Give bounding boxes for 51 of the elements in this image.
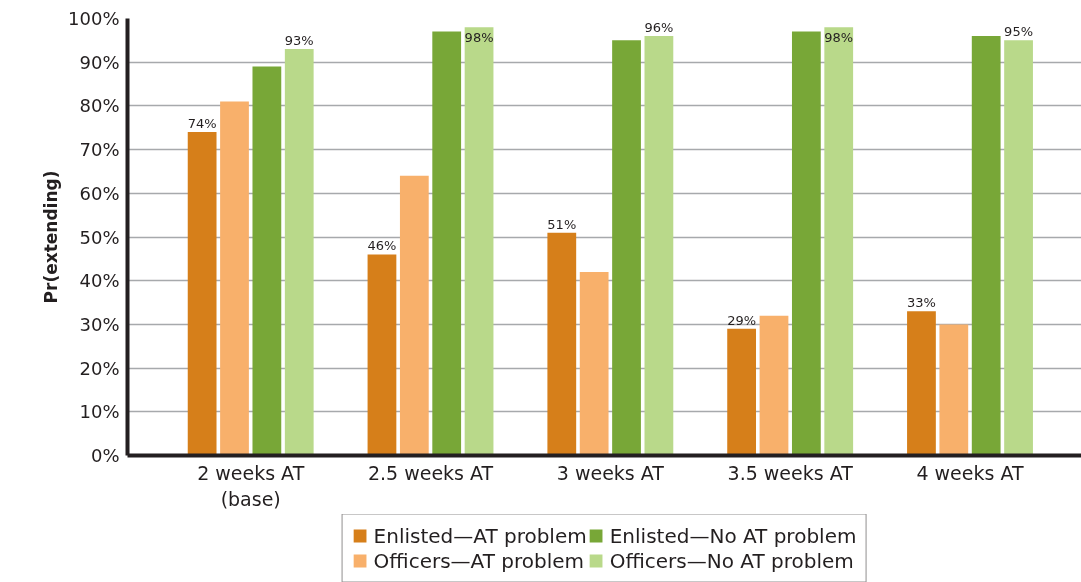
y-tick-label: 70% (79, 139, 120, 161)
bar (612, 40, 641, 456)
x-tick-label: 2 weeks AT (base) (197, 461, 305, 510)
y-axis-title: Pr(extending) (41, 170, 62, 304)
data-label: 98% (824, 30, 854, 46)
data-label: 74% (187, 116, 217, 132)
bar (399, 175, 429, 456)
x-tick-label: 3 weeks AT (556, 461, 665, 484)
legend-label: Enlisted—AT problem (373, 523, 587, 548)
y-tick-label: 80% (79, 95, 120, 117)
y-tick-label: 50% (79, 226, 120, 248)
data-label: 33% (907, 295, 936, 311)
x-tick-label: 2.5 weeks AT (367, 461, 494, 484)
legend-label: Officers—No AT problem (609, 548, 854, 573)
bar (759, 315, 789, 456)
data-label: 46% (367, 238, 397, 254)
y-tick-label: 90% (79, 51, 120, 73)
bar (907, 311, 936, 456)
data-label: 29% (727, 312, 757, 328)
y-tick-label: 60% (79, 182, 120, 204)
bar (252, 66, 282, 456)
data-label: 51% (547, 216, 577, 232)
y-tick-label: 20% (79, 357, 120, 379)
data-label: 95% (1004, 24, 1034, 40)
legend-label: Officers—AT problem (373, 548, 585, 573)
bar (1004, 40, 1033, 456)
bar (971, 35, 1001, 456)
y-tick-label: 10% (79, 401, 120, 423)
x-tick-label: 4 weeks AT (916, 461, 1024, 484)
bar (939, 324, 969, 456)
bar (824, 27, 854, 456)
data-label: 93% (284, 33, 314, 49)
y-tick-label: 100% (68, 8, 120, 29)
y-tick-label: 0% (90, 445, 120, 466)
bar (284, 49, 314, 456)
bar (727, 328, 757, 456)
bar (367, 254, 397, 456)
bar (644, 35, 674, 456)
bar (579, 271, 609, 456)
data-label: 98% (464, 30, 494, 46)
legend-label: Enlisted—No AT problem (609, 523, 857, 548)
bar (791, 31, 821, 456)
data-label: 96% (644, 19, 674, 35)
bar (220, 101, 249, 456)
bar (464, 27, 494, 456)
y-tick-label: 30% (79, 313, 120, 335)
bar (547, 232, 577, 456)
bar (432, 31, 462, 456)
y-tick-label: 40% (79, 270, 120, 292)
bar (187, 132, 217, 456)
x-tick-label: 3.5 weeks AT (727, 461, 854, 484)
